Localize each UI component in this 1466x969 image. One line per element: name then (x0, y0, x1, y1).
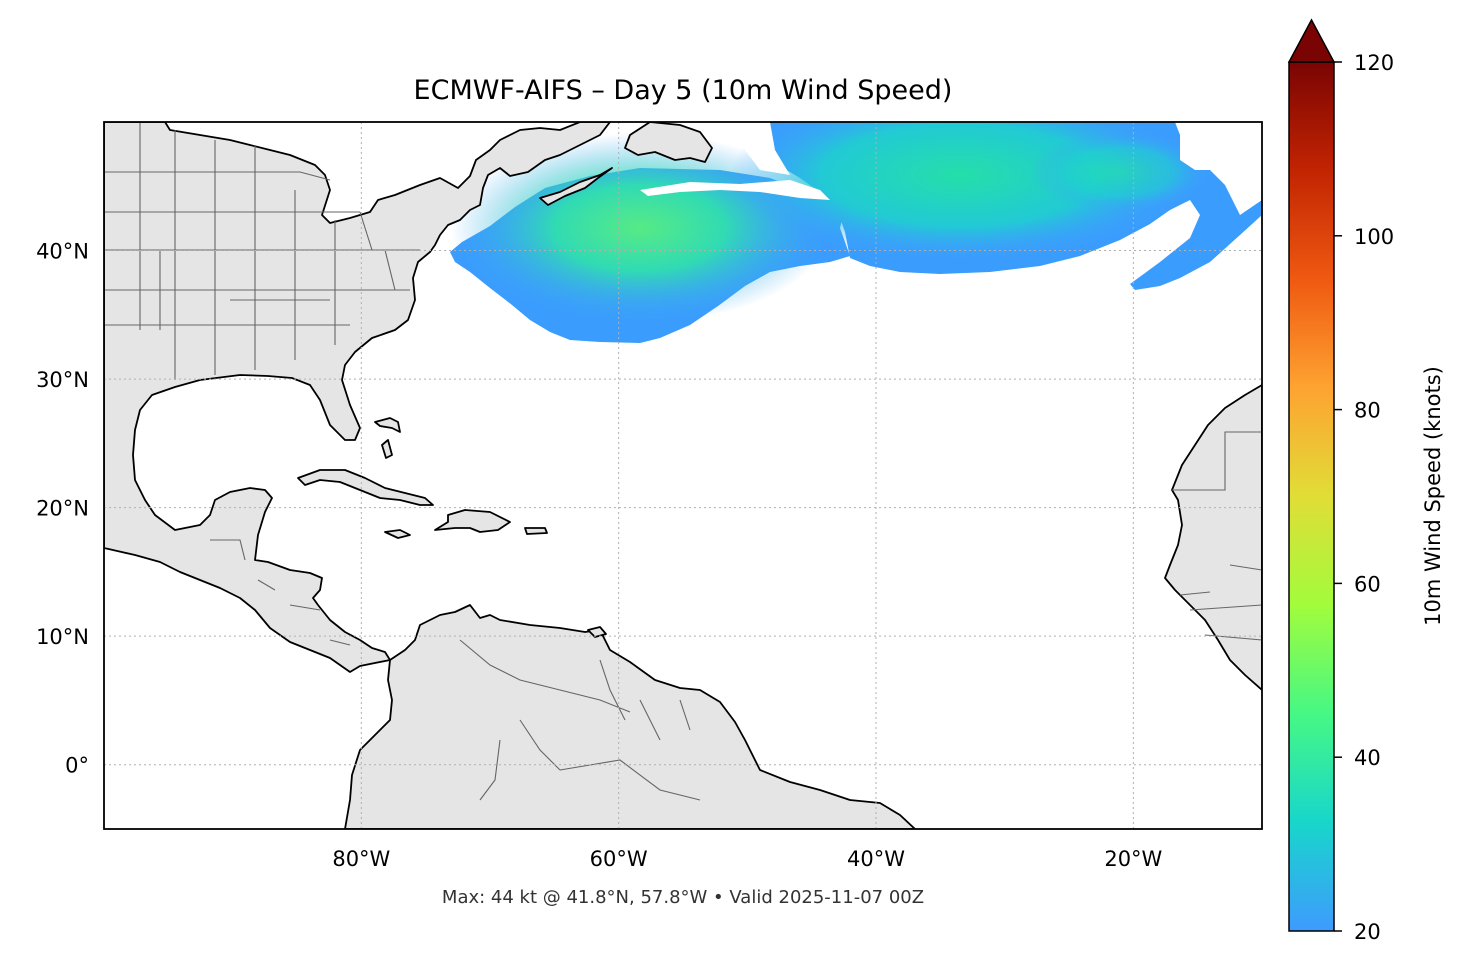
nova-scotia (539, 167, 613, 206)
latitude-labels: 40°N 30°N 20°N 10°N 0° (36, 240, 89, 778)
lat-tick-label: 0° (65, 754, 89, 778)
puerto-rico (524, 527, 548, 535)
lon-tick-label: 60°W (590, 847, 648, 871)
lon-tick-label: 80°W (332, 847, 390, 871)
colorbar-ticks: 20 40 60 80 100 120 (1334, 51, 1394, 944)
colorbar-tick-label: 120 (1354, 51, 1394, 75)
colorbar-tick-label: 80 (1354, 399, 1381, 423)
lon-tick-label: 20°W (1104, 847, 1162, 871)
colorbar-tick-label: 60 (1354, 572, 1381, 596)
borders (104, 122, 1262, 801)
colorbar-frame (1288, 61, 1335, 932)
wind-gap-1 (640, 180, 830, 200)
lon-tick-label: 40°W (847, 847, 905, 871)
colorbar-tick-label: 20 (1354, 920, 1381, 944)
jamaica (384, 529, 411, 539)
colorbar-tick-label: 40 (1354, 746, 1381, 770)
colorbar-tick-label: 100 (1354, 225, 1394, 249)
south-america (344, 604, 916, 829)
map-area (104, 122, 1262, 829)
wind-speed-field (450, 122, 1262, 343)
us-state-lines-1 (104, 122, 420, 380)
bahamas (374, 417, 401, 433)
lat-tick-label: 10°N (36, 625, 89, 649)
hispaniola (434, 509, 511, 533)
trinidad (587, 626, 607, 638)
longitude-labels: 80°W 60°W 40°W 20°W (332, 847, 1162, 871)
gridlines (104, 122, 1262, 829)
wind-core-east-2 (1030, 132, 1210, 212)
north-america (104, 122, 611, 673)
lat-tick-label: 20°N (36, 497, 89, 521)
colorbar-gradient (1289, 62, 1334, 931)
wind-gap-2 (1175, 122, 1262, 215)
wind-gap-3 (740, 122, 790, 175)
west-africa (1164, 384, 1262, 691)
west-africa-borders (1172, 431, 1262, 641)
us-state-lines-2 (159, 211, 396, 330)
us-canada-border (104, 171, 331, 181)
chart-title: ECMWF-AIFS – Day 5 (10m Wind Speed) (414, 75, 953, 106)
footer-note: Max: 44 kt @ 41.8°N, 57.8°W • Valid 2025… (442, 887, 924, 908)
land (104, 122, 1262, 829)
colorbar-label: 10m Wind Speed (knots) (1421, 366, 1445, 626)
bahamas-2 (381, 439, 393, 459)
map-frame (103, 121, 1263, 830)
colorbar-extend-arrow (1287, 18, 1336, 63)
colorbar: 20 40 60 80 100 120 10m Wind Speed (knots) (1287, 18, 1445, 944)
newfoundland (624, 122, 713, 163)
central-america-borders (210, 539, 351, 646)
south-america-borders (459, 639, 701, 801)
cuba (297, 469, 434, 506)
lat-tick-label: 40°N (36, 240, 89, 264)
lat-tick-label: 30°N (36, 368, 89, 392)
